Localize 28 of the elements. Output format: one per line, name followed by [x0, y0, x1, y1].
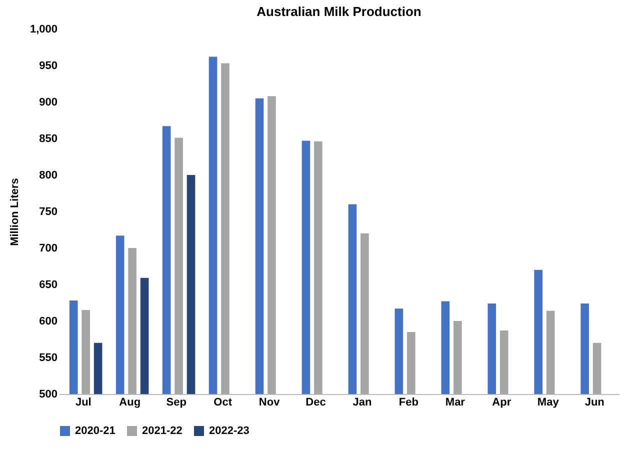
- x-tick-label: Feb: [398, 396, 419, 408]
- x-tick-label: Sep: [166, 396, 187, 408]
- y-tick-label: 650: [39, 279, 58, 291]
- x-tick-label: Oct: [214, 396, 232, 408]
- y-tick-label: 600: [39, 316, 58, 328]
- x-tick-label: Apr: [492, 396, 512, 408]
- x-tick-label: Mar: [445, 396, 466, 408]
- y-tick-label: 500: [39, 388, 58, 400]
- y-tick-label: 750: [39, 206, 58, 218]
- x-tick-label: May: [537, 396, 560, 408]
- legend-label: 2020-21: [75, 425, 116, 437]
- x-tick-label: Jan: [352, 396, 372, 408]
- y-tick-label: 1,000: [30, 24, 58, 36]
- x-tick-label: Dec: [306, 396, 326, 408]
- chart-title: Australian Milk Production: [256, 4, 422, 19]
- y-tick-label: 550: [39, 352, 58, 364]
- legend-label: 2022-23: [209, 425, 250, 437]
- y-axis-title: Million Liters: [8, 178, 21, 246]
- y-tick-label: 800: [39, 170, 58, 182]
- y-tick-label: 900: [39, 96, 58, 108]
- x-tick-label: Nov: [258, 396, 281, 408]
- y-tick-label: 950: [39, 60, 58, 72]
- x-tick-label: Jun: [584, 396, 605, 408]
- x-tick-label: Jul: [75, 396, 92, 408]
- legend-label: 2021-22: [142, 425, 182, 437]
- y-tick-label: 850: [39, 133, 58, 145]
- y-tick-label: 700: [39, 242, 58, 254]
- x-tick-label: Aug: [119, 396, 141, 408]
